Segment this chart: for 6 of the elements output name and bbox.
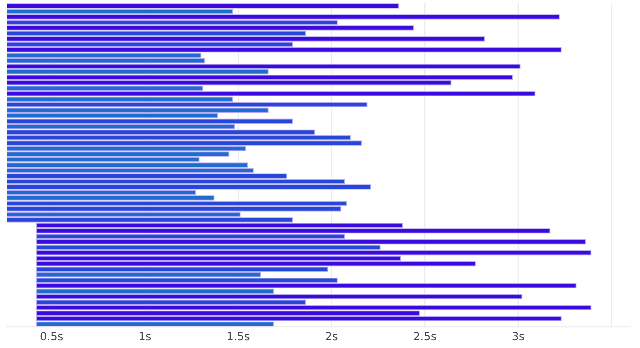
x-tick-label: 2.5s [414, 332, 436, 341]
x-tick-label: 0.5s [40, 332, 64, 341]
x-tick-label: 1.5s [228, 332, 250, 341]
x-tick-label: 3s [512, 332, 524, 341]
x-tick-label: 2s [326, 332, 338, 341]
x-tick-label: 1s [140, 332, 152, 341]
